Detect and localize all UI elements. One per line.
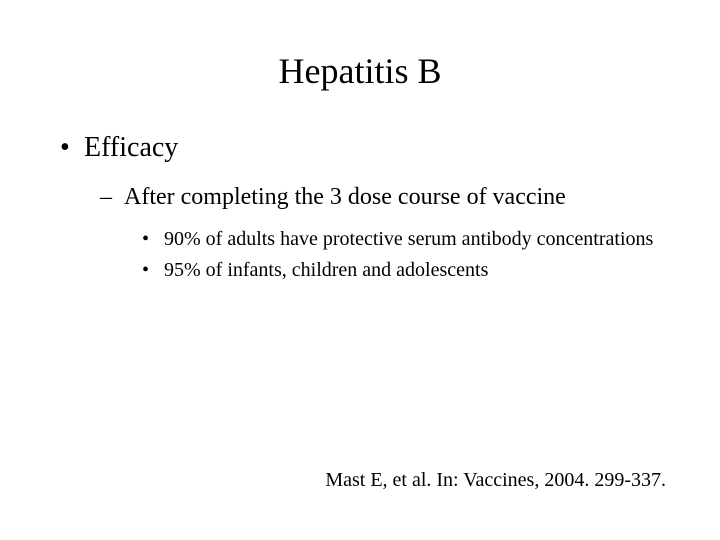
bullet-level2: After completing the 3 dose course of va… <box>54 184 666 211</box>
bullet-level3-item: 95% of infants, children and adolescents <box>54 258 666 283</box>
bullet-level3-item: 90% of adults have protective serum anti… <box>54 227 666 252</box>
slide-container: Hepatitis B Efficacy After completing th… <box>0 0 720 540</box>
bullet-level1: Efficacy <box>54 132 666 164</box>
citation-text: Mast E, et al. In: Vaccines, 2004. 299-3… <box>325 469 666 492</box>
slide-title: Hepatitis B <box>54 50 666 92</box>
